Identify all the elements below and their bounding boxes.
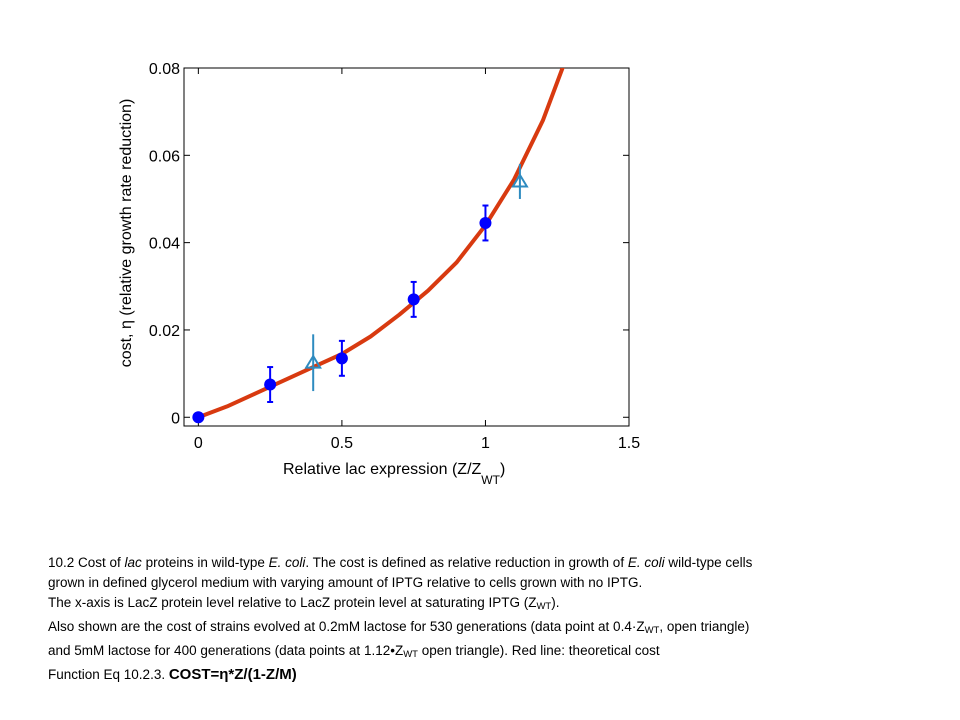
cost-chart: 0 0.5 1 1.5 0 0.02 0.04 0.06 0.08 Relative lac … bbox=[118, 61, 640, 487]
y-tick-label: 0.06 bbox=[149, 148, 180, 165]
x-tick-label: 1 bbox=[481, 435, 490, 452]
data-marks bbox=[192, 68, 565, 424]
caption-line-6: Function Eq 10.2.3. COST=η*Z/(1-Z/M) bbox=[48, 666, 297, 683]
caption-line-3: The x-axis is LacZ protein level relativ… bbox=[48, 595, 560, 612]
figure-caption: 10.2 Cost of lac proteins in wild-type E… bbox=[48, 553, 928, 685]
caption-line-4: Also shown are the cost of strains evolv… bbox=[48, 619, 750, 636]
y-tick-labels: 0 0.02 0.04 0.06 0.08 bbox=[149, 61, 180, 427]
data-point bbox=[479, 216, 492, 229]
axis-ticks bbox=[184, 67, 630, 426]
data-point bbox=[407, 293, 420, 306]
x-tick-label: 1.5 bbox=[618, 435, 640, 452]
y-tick-label: 0 bbox=[171, 410, 180, 427]
caption-line-2: grown in defined glycerol medium with va… bbox=[48, 575, 643, 590]
data-point bbox=[192, 411, 205, 424]
data-point bbox=[264, 378, 277, 391]
y-tick-label: 0.02 bbox=[149, 323, 180, 340]
data-point-triangle bbox=[511, 172, 529, 188]
caption-line-1: 10.2 Cost of lac proteins in wild-type E… bbox=[48, 555, 753, 570]
data-point bbox=[335, 352, 348, 365]
y-tick-label: 0.04 bbox=[149, 236, 180, 253]
x-axis-title: Relative lac expression (Z/ZWT) bbox=[283, 461, 505, 487]
data-point-triangle bbox=[304, 354, 322, 369]
caption-line-5: and 5mM lactose for 400 generations (dat… bbox=[48, 643, 660, 660]
x-tick-labels: 0 0.5 1 1.5 bbox=[194, 435, 640, 452]
plot-frame bbox=[183, 67, 630, 427]
y-axis-title: cost, η (relative growth rate reduction) bbox=[118, 99, 135, 368]
x-tick-label: 0.5 bbox=[331, 435, 353, 452]
theoretical-cost-curve bbox=[197, 68, 565, 420]
x-tick-label: 0 bbox=[194, 435, 203, 452]
y-tick-label: 0.08 bbox=[149, 61, 180, 78]
